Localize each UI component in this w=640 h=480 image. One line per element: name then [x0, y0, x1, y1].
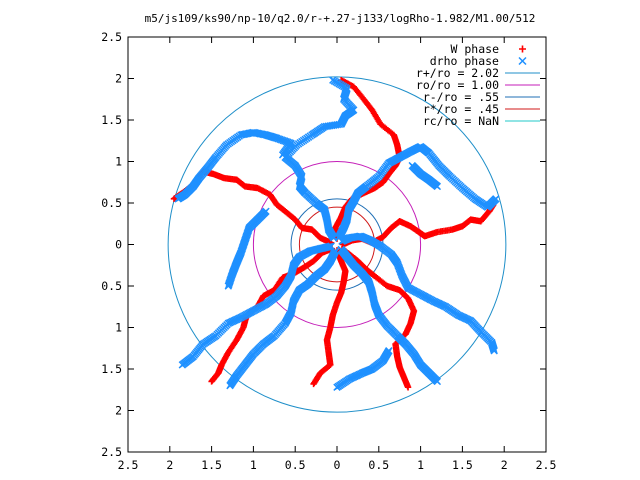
series-drho-phase — [174, 76, 500, 391]
x-tick-label: 1.5 — [201, 458, 222, 472]
legend-label: rc/ro = NaN — [423, 114, 499, 128]
y-tick-label: 2.5 — [101, 30, 122, 44]
axis-ticks: 2.5 2 1.5 1 0.5 0 0.5 1 1.5 2 2.52.521.510.500.511… — [101, 30, 556, 472]
point — [174, 195, 182, 203]
x-tick-label: 1 — [250, 458, 257, 472]
legend-label: r*/ro = .45 — [423, 102, 499, 116]
legend-label: r-/ro = .55 — [423, 90, 499, 104]
legend-entry: ro/ro = 1.00 — [416, 78, 540, 92]
y-tick-label: 1 — [115, 155, 122, 169]
point — [208, 378, 215, 385]
legend-label: W phase — [451, 42, 500, 56]
point — [404, 384, 412, 391]
x-tick-label: 2.5 — [536, 458, 557, 472]
legend-entry: drho phase — [430, 54, 527, 68]
x-tick-label: 0.5 — [368, 458, 389, 472]
chart-title: m5/js109/ks90/np-10/q2.0/r-+.27-j133/log… — [145, 12, 536, 25]
circle-ro/ro = 1.00 — [252, 161, 422, 328]
point — [492, 195, 500, 203]
legend-label: ro/ro = 1.00 — [416, 78, 499, 92]
x-tick-label: 2 — [501, 458, 508, 472]
point — [433, 377, 442, 386]
legend-entry: W phase — [451, 42, 526, 56]
point — [178, 361, 187, 369]
point — [170, 195, 178, 203]
y-tick-label: 2.5 — [101, 445, 122, 459]
legend-key — [519, 45, 526, 53]
y-tick-label: 0.5 — [101, 279, 122, 293]
x-tick-label: 0 — [334, 458, 341, 472]
point — [433, 182, 442, 191]
legend-entry: r-/ro = .55 — [423, 90, 540, 104]
data-points — [170, 76, 500, 391]
point — [310, 380, 317, 388]
y-tick-label: 2 — [115, 404, 122, 418]
y-tick-label: 0 — [115, 238, 122, 252]
y-tick-label: 2 — [115, 72, 122, 86]
point — [490, 347, 498, 355]
point — [224, 282, 233, 290]
point — [226, 381, 234, 390]
x-tick-label: 2 — [166, 458, 173, 472]
legend-entry: r*/ro = .45 — [423, 102, 540, 116]
x-tick-label: 1.5 — [452, 458, 473, 472]
y-tick-label: 1 — [115, 321, 122, 335]
y-tick-label: 1.5 — [101, 113, 122, 127]
point — [329, 76, 337, 84]
y-tick-label: 1.5 — [101, 362, 122, 376]
legend-label: drho phase — [430, 54, 499, 68]
legend-entry: rc/ro = NaN — [423, 114, 540, 128]
x-tick-label: 1 — [417, 458, 424, 472]
y-tick-label: 0.5 — [101, 196, 122, 210]
legend-entry: r+/ro = 2.02 — [416, 66, 540, 80]
x-tick-label: 0.5 — [285, 458, 306, 472]
x-tick-label: 2.5 — [118, 458, 139, 472]
legend-key — [518, 56, 527, 66]
point — [385, 347, 393, 355]
legend-label: r+/ro = 2.02 — [416, 66, 499, 80]
circle-r+/ro = 2.02 — [167, 76, 507, 413]
